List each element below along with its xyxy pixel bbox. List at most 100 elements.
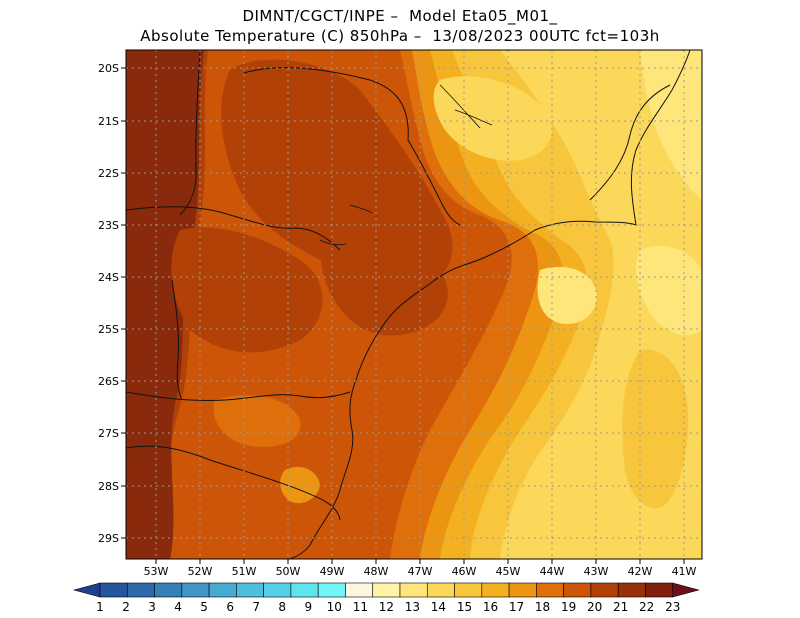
title-line-2: Absolute Temperature (C) 850hPa – 13/08/… <box>140 27 660 45</box>
colorbar-swatch <box>317 582 346 598</box>
lon-label: 42W <box>628 565 653 578</box>
colorbar-label: 17 <box>509 600 524 614</box>
lon-label: 47W <box>408 565 433 578</box>
map-frame <box>125 49 703 560</box>
temp-blob-20-north <box>221 59 453 293</box>
colorbar-swatch <box>508 582 537 598</box>
colorbar-label: 3 <box>148 600 156 614</box>
temp-tongue-15-se <box>622 349 689 509</box>
colorbar-label: 9 <box>304 600 312 614</box>
lat-label: 27S <box>98 427 119 440</box>
map-panel <box>126 50 702 559</box>
colorbar-swatch <box>181 582 210 598</box>
colorbar-swatch <box>126 582 155 598</box>
colorbar-arrow-left <box>72 582 101 598</box>
colorbar-label: 16 <box>483 600 498 614</box>
colorbar-label: 18 <box>535 600 550 614</box>
colorbar-swatch <box>454 582 483 598</box>
colorbar-label: 13 <box>405 600 420 614</box>
colorbar-label: 20 <box>587 600 602 614</box>
colorbar-label: 10 <box>327 600 342 614</box>
colorbar-label: 5 <box>200 600 208 614</box>
colorbar-swatch <box>536 582 564 598</box>
colorbar-label: 7 <box>252 600 260 614</box>
coastline-east <box>630 50 691 226</box>
border-pr-west <box>171 279 183 401</box>
temp-blob-20-east <box>320 227 448 336</box>
lon-label: 53W <box>144 565 169 578</box>
colorbar-label: 1 <box>96 600 104 614</box>
temp-band-21 <box>126 50 204 559</box>
colorbar-label: 11 <box>353 600 368 614</box>
lat-label: 26S <box>98 375 119 388</box>
lon-label: 45W <box>496 565 521 578</box>
temp-patch-13-ne <box>640 50 702 200</box>
colorbar-swatch <box>645 582 674 598</box>
border-rj-mg <box>589 84 671 201</box>
border-mg-sp <box>243 67 461 226</box>
colorbar-label: 6 <box>226 600 234 614</box>
lat-labels: 20S 21S 22S 23S 24S 25S 26S 27S 28S 29S <box>98 62 119 545</box>
gridlines <box>126 50 702 559</box>
colorbar-swatch <box>426 582 455 598</box>
colorbar-swatch <box>563 582 592 598</box>
reservoirs <box>319 84 493 246</box>
colorbar-swatch <box>617 582 646 598</box>
ticks <box>121 67 685 564</box>
border-rs <box>126 445 341 521</box>
border-ms <box>179 50 201 216</box>
colorbar-swatch <box>481 582 510 598</box>
colorbar-label: 19 <box>561 600 576 614</box>
colorbar-label: 15 <box>457 600 472 614</box>
coastline-se <box>379 220 637 331</box>
colorbar-label: 2 <box>122 600 130 614</box>
title-line-1: DIMNT/CGCT/INPE – Model Eta05_M01_ <box>242 7 558 25</box>
border-pr-north <box>126 206 341 251</box>
lon-label: 41W <box>672 565 697 578</box>
colorbar-label: 12 <box>379 600 394 614</box>
lat-label: 20S <box>98 62 119 75</box>
lon-label: 51W <box>232 565 257 578</box>
colorbar-label: 23 <box>665 600 680 614</box>
lon-labels: 53W 52W 51W 50W 49W 48W 47W 46W 45W 44W … <box>144 565 697 578</box>
lon-label: 49W <box>320 565 345 578</box>
borders <box>126 50 691 559</box>
colorbar-label: 4 <box>174 600 182 614</box>
lon-label: 48W <box>364 565 389 578</box>
colorbar-label: 8 <box>278 600 286 614</box>
coastline-south <box>289 329 381 559</box>
temp-pocket-18-south <box>213 395 301 447</box>
colorbar-swatch <box>154 582 183 598</box>
colorbar-swatch <box>208 582 237 598</box>
colorbar-swatch <box>290 582 319 598</box>
lon-label: 46W <box>452 565 477 578</box>
colorbar-label: 14 <box>431 600 446 614</box>
temp-patch-14-north <box>433 76 552 161</box>
lat-label: 29S <box>98 532 119 545</box>
colorbar-swatch <box>345 582 374 598</box>
lat-label: 24S <box>98 271 119 284</box>
lat-label: 25S <box>98 323 119 336</box>
colorbar-swatch <box>99 582 128 598</box>
lat-label: 28S <box>98 480 119 493</box>
temp-patch-13-e <box>635 246 702 336</box>
colorbar: 1 2 3 4 5 6 7 8 9 10 11 12 13 14 15 16 17 18 19 20 21 22 23 <box>72 582 700 614</box>
lon-label: 52W <box>188 565 213 578</box>
colorbar-label: 22 <box>639 600 654 614</box>
temp-blob-20-west <box>171 227 323 353</box>
colorbar-swatch <box>372 582 401 598</box>
lat-label: 23S <box>98 219 119 232</box>
colorbar-arrow-right <box>672 582 700 598</box>
border-sc-north <box>126 391 351 402</box>
colorbar-swatch <box>236 582 264 598</box>
colorbar-swatch <box>590 582 619 598</box>
lon-label: 43W <box>584 565 609 578</box>
lon-label: 50W <box>276 565 301 578</box>
colorbar-label: 21 <box>613 600 628 614</box>
colorbar-swatch <box>263 582 292 598</box>
lat-label: 22S <box>98 167 119 180</box>
lon-label: 44W <box>540 565 565 578</box>
colorbar-swatch <box>399 582 428 598</box>
lat-label: 21S <box>98 115 119 128</box>
